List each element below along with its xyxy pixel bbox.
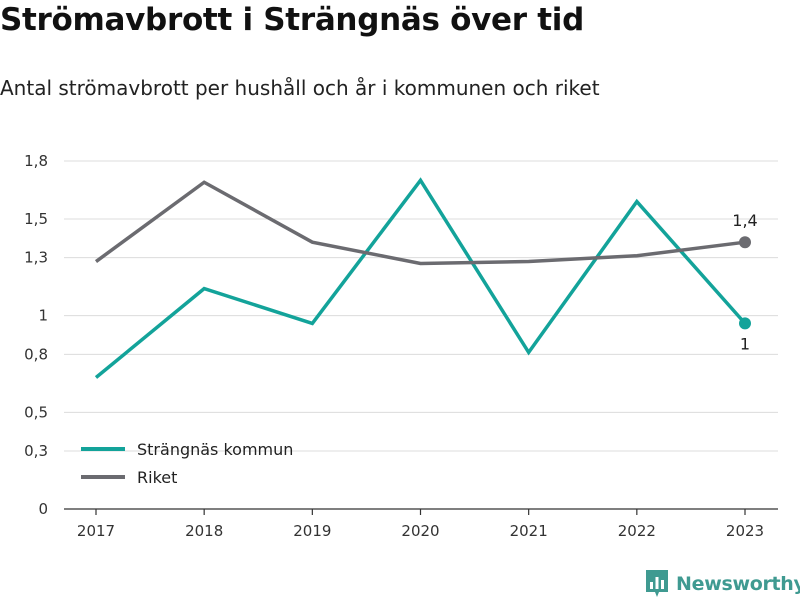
series-end-point-2 <box>739 236 751 249</box>
y-tick-label: 1,8 <box>24 152 48 170</box>
x-tick-label: 2019 <box>293 522 331 540</box>
series-end-label-1: 1 <box>740 334 750 353</box>
chart-subtitle: Antal strömavbrott per hushåll och år i … <box>0 76 600 100</box>
y-tick-label: 0,5 <box>24 403 48 421</box>
gridlines <box>64 160 778 452</box>
x-tick-label: 2021 <box>510 522 548 540</box>
series-line-1 <box>94 177 747 379</box>
x-tick-label: 2020 <box>401 522 439 540</box>
end-markers: 11,4 <box>732 211 757 353</box>
legend: Strängnäs kommun Riket <box>81 440 293 487</box>
newsworthy-logo: Newsworthy <box>644 568 800 600</box>
x-tick-label: 2022 <box>618 522 656 540</box>
y-tick-label: 0,8 <box>24 345 48 363</box>
series-lines <box>94 177 747 379</box>
series-end-point-1 <box>739 317 751 330</box>
chart-title: Strömavbrott i Strängnäs över tid <box>0 2 584 38</box>
y-axis-labels: 0 0,3 0,5 0,8 1 1,3 1,5 1,8 <box>24 152 48 518</box>
x-tick-label: 2017 <box>77 522 115 540</box>
legend-label: Strängnäs kommun <box>137 440 293 459</box>
y-tick-label: 1,3 <box>24 249 48 267</box>
x-axis <box>64 508 778 515</box>
x-tick-label: 2023 <box>726 522 764 540</box>
y-tick-label: 0 <box>38 500 48 518</box>
legend-label: Riket <box>137 468 177 487</box>
x-tick-label: 2018 <box>185 522 223 540</box>
y-tick-label: 0,3 <box>24 442 48 460</box>
series-end-label-2: 1,4 <box>732 211 757 230</box>
brand-name: Newsworthy <box>676 573 800 595</box>
y-tick-label: 1 <box>38 307 48 325</box>
series-line-2 <box>94 180 746 266</box>
y-tick-label: 1,5 <box>24 210 48 228</box>
newsworthy-icon <box>646 570 668 597</box>
x-axis-labels: 2017 2018 2019 2020 2021 2022 2023 <box>77 522 764 540</box>
